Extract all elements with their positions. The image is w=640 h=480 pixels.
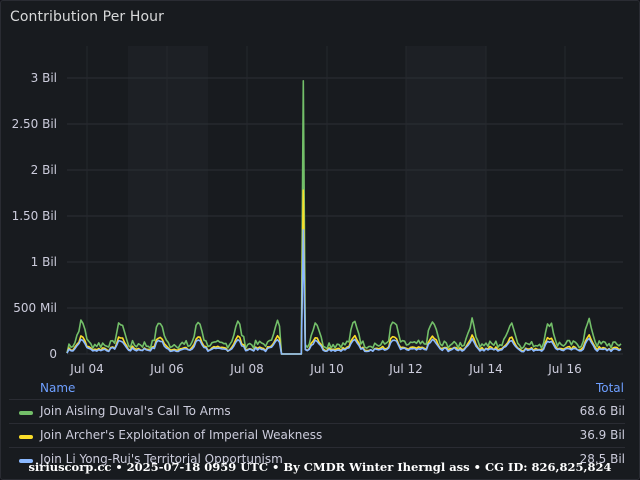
x-tick-label: Jul 16 bbox=[547, 362, 582, 376]
x-axis: Jul 04 Jul 06 Jul 08 Jul 10 Jul 12 Jul 14 Jul … bbox=[69, 362, 582, 376]
series-line-aisling bbox=[66, 80, 622, 355]
series-color-swatch bbox=[19, 459, 33, 463]
legend-row-li-yong-rui[interactable]: Join Li Yong-Rui's Territorial Opportuni… bbox=[9, 447, 625, 472]
series-color-swatch bbox=[19, 435, 33, 439]
day-band bbox=[128, 46, 208, 354]
x-tick-label: Jul 04 bbox=[69, 362, 104, 376]
y-tick-label: 0 bbox=[49, 347, 57, 361]
x-tick-label: Jul 08 bbox=[229, 362, 264, 376]
series-line-archer bbox=[66, 189, 622, 355]
y-tick-label: 2 Bil bbox=[31, 163, 57, 177]
legend-series-total: 36.9 Bil bbox=[579, 428, 625, 442]
grid-lines bbox=[67, 46, 623, 355]
series-color-swatch bbox=[19, 411, 33, 415]
footer-caption: siriuscorp.cc • 2025-07-18 0959 UTC • By… bbox=[28, 460, 612, 474]
y-tick-label: 2.50 Bil bbox=[12, 117, 57, 131]
legend-row-archer[interactable]: Join Archer's Exploitation of Imperial W… bbox=[9, 423, 625, 448]
legend-series-name: Join Aisling Duval's Call To Arms bbox=[40, 404, 231, 418]
legend-header: Name Total bbox=[40, 381, 624, 395]
legend-total-header[interactable]: Total bbox=[595, 381, 624, 395]
x-tick-label: Jul 14 bbox=[468, 362, 503, 376]
legend-row-aisling[interactable]: Join Aisling Duval's Call To Arms 68.6 B… bbox=[9, 399, 625, 424]
y-tick-label: 3 Bil bbox=[31, 71, 57, 85]
day-band bbox=[406, 46, 486, 354]
day-bands bbox=[128, 46, 486, 354]
legend-name-header[interactable]: Name bbox=[40, 381, 76, 395]
y-tick-label: 500 Mil bbox=[13, 301, 57, 315]
panel-title[interactable]: Contribution Per Hour bbox=[10, 9, 164, 25]
y-axis: 0 500 Mil 1 Bil 1.50 Bil 2 Bil 2.50 Bil 3 Bil bbox=[12, 71, 57, 361]
series-line-li-yong-rui bbox=[66, 229, 622, 355]
legend-series-total: 28.5 Bil bbox=[579, 452, 625, 466]
legend-series-name: Join Archer's Exploitation of Imperial W… bbox=[40, 428, 323, 442]
y-tick-label: 1 Bil bbox=[31, 255, 57, 269]
legend-series-total: 68.6 Bil bbox=[579, 404, 625, 418]
y-tick-label: 1.50 Bil bbox=[12, 209, 57, 223]
legend-series-name: Join Li Yong-Rui's Territorial Opportuni… bbox=[40, 452, 283, 466]
x-tick-label: Jul 10 bbox=[309, 362, 344, 376]
x-tick-label: Jul 12 bbox=[388, 362, 423, 376]
series-lines bbox=[66, 80, 622, 355]
x-tick-label: Jul 06 bbox=[149, 362, 184, 376]
